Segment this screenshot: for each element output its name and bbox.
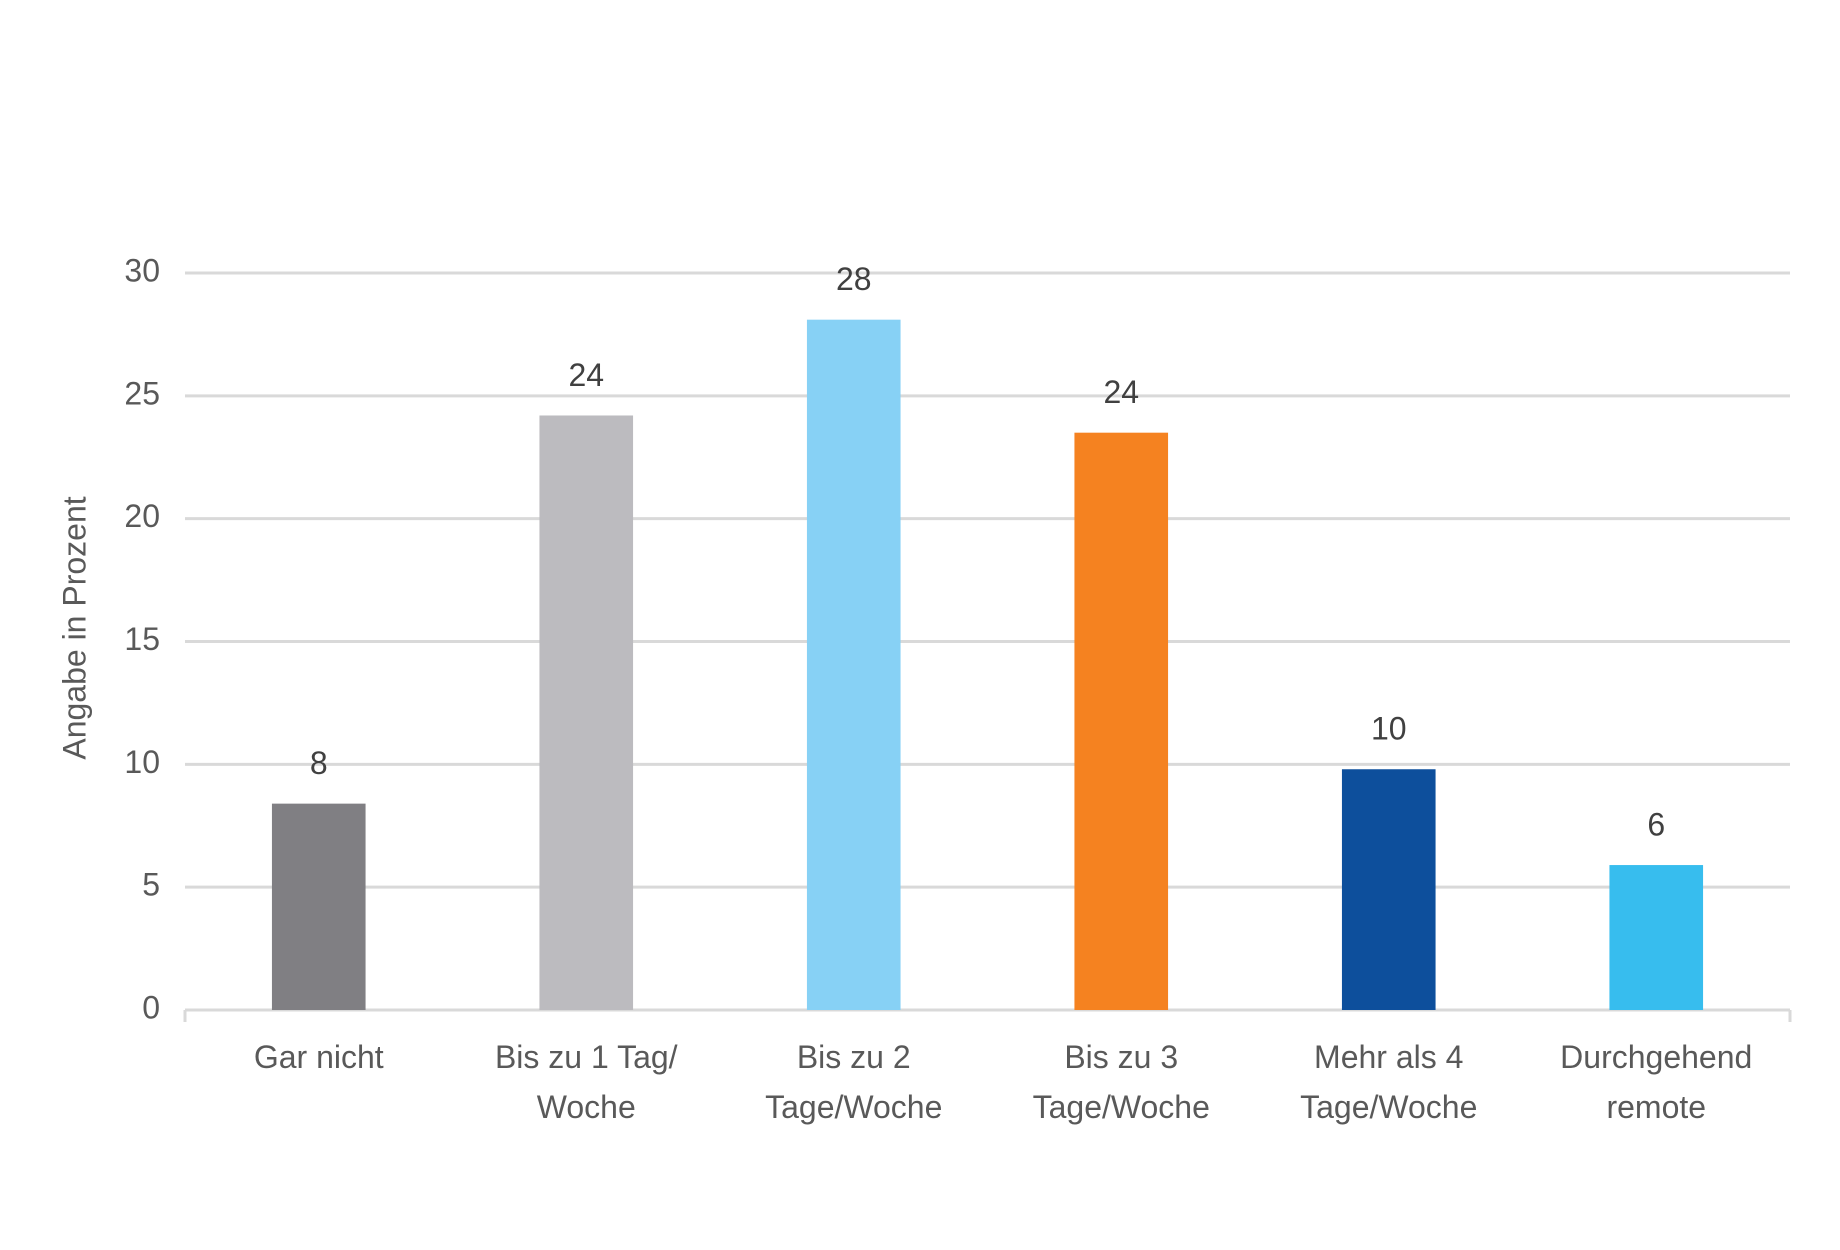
x-tick-label: Bis zu 3 Tage/Woche — [1033, 1039, 1210, 1125]
y-tick-label: 25 — [124, 375, 160, 411]
y-tick-label: 20 — [124, 498, 160, 534]
x-tick-label-line: Bis zu 2 — [797, 1039, 911, 1075]
x-tick-label-line: Bis zu 1 Tag/ — [495, 1039, 678, 1075]
x-tick-label-line: Tage/Woche — [1033, 1089, 1210, 1125]
data-label: 10 — [1371, 711, 1407, 747]
x-tick-label-line: Woche — [537, 1089, 636, 1125]
y-tick-label: 10 — [124, 744, 160, 780]
x-tick-label-line: Mehr als 4 — [1314, 1039, 1463, 1075]
x-tick-label-line: Tage/Woche — [1300, 1089, 1477, 1125]
bar — [1609, 865, 1704, 1010]
y-tick-label: 5 — [142, 867, 160, 903]
data-label: 24 — [1103, 374, 1139, 410]
data-label: 28 — [836, 261, 872, 297]
data-label: 8 — [310, 745, 328, 781]
x-tick-label-line: Tage/Woche — [765, 1089, 942, 1125]
x-tick-label: Gar nicht — [254, 1039, 384, 1075]
y-tick-label: 0 — [142, 989, 160, 1025]
bar — [1074, 432, 1169, 1010]
y-axis-label: Angabe in Prozent — [56, 496, 92, 759]
bar — [1341, 769, 1436, 1010]
x-tick-label-line: Durchgehend — [1560, 1039, 1752, 1075]
bar — [539, 415, 634, 1010]
x-tick-label-line: remote — [1606, 1089, 1706, 1125]
data-label: 24 — [568, 357, 604, 393]
x-tick-label: Durchgehend remote — [1560, 1039, 1752, 1125]
y-tick-label: 30 — [124, 252, 160, 288]
x-tick-label-line: Gar nicht — [254, 1039, 384, 1075]
x-tick-label: Mehr als 4 Tage/Woche — [1300, 1039, 1477, 1125]
data-label: 6 — [1647, 807, 1665, 843]
x-tick-label: Bis zu 1 Tag/Woche — [495, 1039, 678, 1125]
bar — [806, 319, 901, 1011]
y-tick-label: 15 — [124, 621, 160, 657]
x-tick-label-line: Bis zu 3 — [1064, 1039, 1178, 1075]
bar — [271, 803, 366, 1010]
x-tick-label: Bis zu 2 Tage/Woche — [765, 1039, 942, 1125]
